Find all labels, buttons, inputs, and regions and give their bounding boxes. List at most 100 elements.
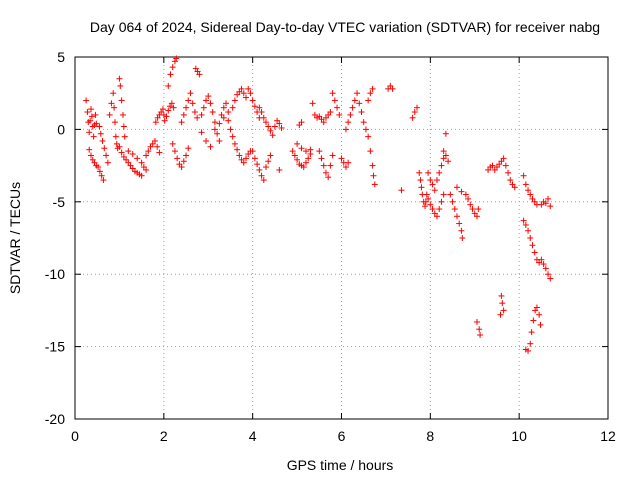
data-point (108, 100, 115, 107)
data-point (511, 184, 518, 191)
x-tick-label: 10 (511, 428, 527, 444)
chart-title: Day 064 of 2024, Sidereal Day-to-day VTE… (90, 19, 600, 35)
data-point (417, 177, 424, 184)
data-point (229, 133, 236, 140)
y-tick-label: -20 (45, 411, 65, 427)
data-point (209, 109, 216, 116)
data-point (367, 148, 374, 155)
data-point (265, 158, 272, 165)
data-point (86, 146, 93, 153)
data-point (365, 97, 372, 104)
data-point (258, 109, 265, 116)
data-point (276, 166, 283, 173)
data-point (334, 104, 341, 111)
data-point (473, 213, 480, 220)
data-point (547, 275, 554, 282)
data-point (119, 111, 126, 118)
data-point (354, 90, 361, 97)
data-point (327, 109, 334, 116)
data-point (99, 137, 106, 144)
y-tick-label: -10 (45, 266, 65, 282)
data-point (227, 126, 234, 133)
data-points (83, 55, 554, 354)
data-point (276, 120, 283, 127)
y-tick-label: -5 (53, 194, 66, 210)
data-point (416, 169, 423, 176)
data-point (429, 206, 436, 213)
data-point (294, 156, 301, 163)
x-tick-label: 0 (71, 428, 79, 444)
data-point (240, 90, 247, 97)
data-point (262, 119, 269, 126)
data-point (331, 97, 338, 104)
data-point (500, 307, 507, 314)
data-point (502, 162, 509, 169)
data-point (211, 126, 218, 133)
data-point (143, 166, 150, 173)
data-point (185, 97, 192, 104)
data-point (440, 191, 447, 198)
data-point (527, 340, 534, 347)
data-point (198, 111, 205, 118)
y-tick-label: 5 (57, 49, 65, 65)
y-axis-label: SDTVAR / TECUs (7, 182, 23, 294)
data-point (533, 304, 540, 311)
data-point (145, 148, 152, 155)
data-point (104, 159, 111, 166)
data-point (260, 177, 267, 184)
data-point (138, 172, 145, 179)
data-point (507, 177, 514, 184)
data-point (462, 191, 469, 198)
data-point (336, 111, 343, 118)
data-point (211, 119, 218, 126)
data-point (369, 85, 376, 92)
data-point (178, 164, 185, 171)
data-point (467, 201, 474, 208)
data-point (370, 172, 377, 179)
data-point (251, 155, 258, 162)
data-point (436, 206, 443, 213)
x-axis-label: GPS time / hours (287, 457, 394, 473)
data-point (409, 114, 416, 121)
data-point (440, 148, 447, 155)
data-point (231, 97, 238, 104)
data-point (265, 123, 272, 130)
data-point (351, 97, 358, 104)
data-point (427, 201, 434, 208)
data-point (198, 129, 205, 136)
data-point (456, 220, 463, 227)
data-point (500, 155, 507, 162)
data-point (477, 332, 484, 339)
data-point (427, 177, 434, 184)
data-point (433, 177, 440, 184)
data-point (307, 146, 314, 153)
data-point (459, 235, 466, 241)
data-point (240, 159, 247, 166)
data-point (151, 137, 158, 144)
data-point (278, 124, 285, 131)
data-point (362, 126, 369, 133)
data-point (101, 145, 108, 152)
x-tick-labels: 0 2 4 6 8 10 12 (71, 428, 616, 444)
data-point (445, 158, 452, 165)
data-point (112, 133, 119, 140)
data-point (165, 107, 172, 114)
data-point (180, 111, 187, 118)
data-point (203, 137, 210, 144)
data-point (196, 71, 203, 78)
data-point (159, 106, 166, 113)
data-point (247, 90, 254, 97)
data-point (547, 203, 554, 210)
data-point (520, 172, 527, 179)
data-point (522, 221, 529, 228)
data-point (256, 166, 263, 173)
data-point (98, 172, 105, 179)
data-point (205, 93, 212, 100)
data-point (200, 104, 207, 111)
data-point (473, 318, 480, 325)
data-point (96, 168, 103, 175)
data-point (254, 161, 261, 168)
data-point (216, 120, 223, 127)
data-point (178, 119, 185, 126)
